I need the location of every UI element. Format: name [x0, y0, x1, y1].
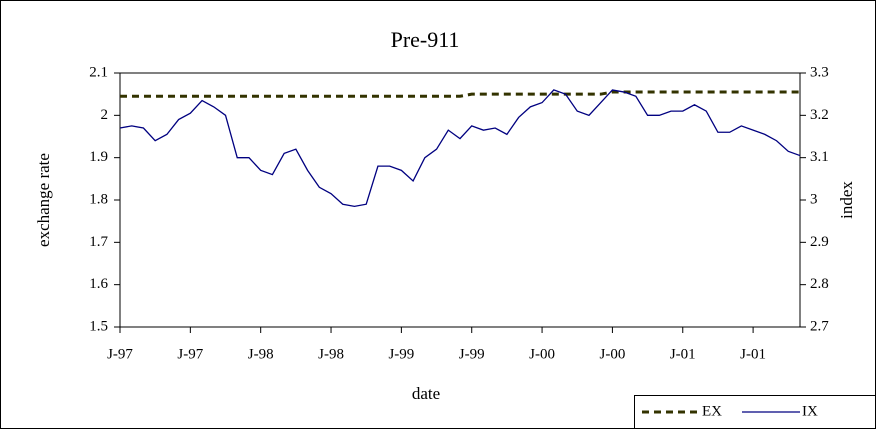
x-tick-label: J-01 — [670, 346, 696, 362]
x-tick-label: J-01 — [740, 346, 766, 362]
y2-axis-title: index — [837, 181, 856, 219]
x-tick-label: J-97 — [107, 346, 133, 362]
chart-title: Pre-911 — [391, 27, 460, 52]
y-tick-label: 2 — [101, 107, 109, 123]
y-tick-label: 2.1 — [89, 64, 108, 80]
y-tick-label: 1.7 — [89, 234, 108, 250]
legend-box — [634, 395, 876, 429]
y-axis-title: exchange rate — [34, 153, 53, 247]
legend-label: IX — [802, 403, 818, 419]
x-axis-title: date — [412, 384, 440, 403]
y2-tick-label: 2.7 — [810, 318, 829, 334]
x-tick-label: J-97 — [177, 346, 203, 362]
y-tick-label: 1.8 — [89, 191, 108, 207]
y2-tick-label: 3.1 — [810, 149, 829, 165]
y-tick-label: 1.6 — [89, 276, 108, 292]
y2-tick-label: 3.3 — [810, 64, 829, 80]
x-tick-label: J-00 — [599, 346, 625, 362]
x-tick-label: J-98 — [248, 346, 274, 362]
line-series — [119, 89, 801, 208]
y2-tick-label: 2.8 — [810, 276, 829, 292]
x-tick-label: J-00 — [529, 346, 555, 362]
y2-tick-label: 3.2 — [810, 107, 829, 123]
x-tick-label: J-99 — [459, 346, 485, 362]
y2-tick-label: 2.9 — [810, 234, 829, 250]
line-series — [120, 90, 800, 98]
x-tick-label: J-99 — [388, 346, 414, 362]
y2-tick-label: 3 — [810, 191, 818, 207]
y-tick-label: 1.5 — [89, 318, 108, 334]
y-tick-label: 1.9 — [89, 149, 108, 165]
x-tick-label: J-98 — [318, 346, 344, 362]
legend-label: EX — [702, 403, 722, 419]
